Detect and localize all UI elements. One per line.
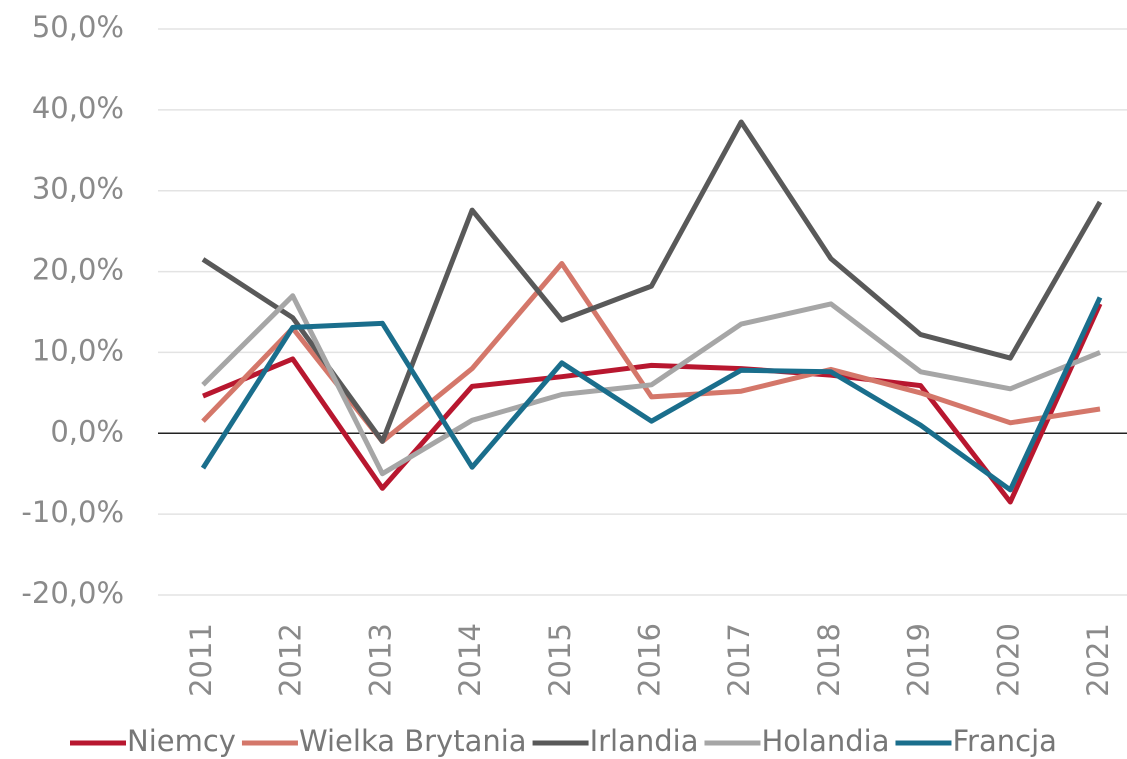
x-tick-label: 2017 xyxy=(722,623,756,697)
x-tick-label: 2016 xyxy=(633,623,667,697)
y-tick-label: 20,0% xyxy=(32,253,124,287)
series-line xyxy=(201,119,1103,444)
y-tick-label: -10,0% xyxy=(21,495,124,529)
y-tick-label: 50,0% xyxy=(32,10,124,44)
legend-label: Wielka Brytania xyxy=(299,724,527,758)
y-tick-label: 40,0% xyxy=(32,91,124,125)
y-tick-label: -20,0% xyxy=(21,576,124,610)
legend-label: Holandia xyxy=(761,724,889,758)
x-tick-label: 2015 xyxy=(543,623,577,697)
legend-label: Niemcy xyxy=(127,724,236,758)
legend-label: Irlandia xyxy=(590,724,699,758)
legend-label: Francja xyxy=(952,724,1056,758)
y-tick-label: 0,0% xyxy=(50,414,124,448)
x-tick-label: 2020 xyxy=(991,623,1025,697)
series-line xyxy=(202,302,1103,505)
x-tick-label: 2011 xyxy=(184,623,218,697)
x-tick-label: 2019 xyxy=(902,623,936,697)
y-tick-label: 30,0% xyxy=(32,172,124,206)
x-tick-label: 2021 xyxy=(1081,623,1115,697)
y-tick-label: 10,0% xyxy=(32,333,124,367)
x-tick-label: 2012 xyxy=(274,623,308,697)
series-line xyxy=(200,296,1103,493)
x-tick-label: 2018 xyxy=(812,623,846,697)
x-tick-label: 2013 xyxy=(363,623,397,697)
series-line xyxy=(201,293,1101,477)
x-tick-label: 2014 xyxy=(453,623,487,697)
